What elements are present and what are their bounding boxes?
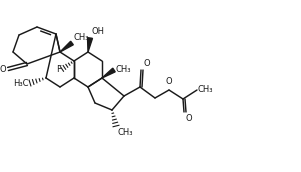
- Polygon shape: [88, 38, 92, 52]
- Text: CH₃: CH₃: [73, 33, 88, 42]
- Text: O: O: [186, 114, 193, 123]
- Text: O: O: [144, 59, 150, 68]
- Text: H₃C: H₃C: [14, 78, 29, 88]
- Text: O: O: [0, 64, 6, 73]
- Polygon shape: [60, 41, 73, 52]
- Text: CH₃: CH₃: [115, 66, 131, 74]
- Text: O: O: [166, 77, 172, 86]
- Text: OH: OH: [91, 27, 104, 36]
- Text: CH₃: CH₃: [117, 128, 132, 137]
- Text: F: F: [56, 64, 61, 73]
- Text: CH₃: CH₃: [198, 85, 213, 94]
- Polygon shape: [102, 68, 115, 78]
